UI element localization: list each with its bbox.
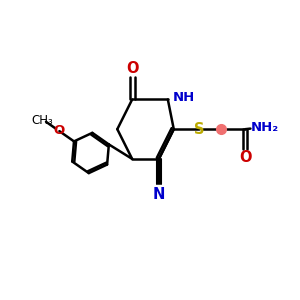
Text: O: O [53,124,64,137]
Text: S: S [194,122,204,137]
Text: NH: NH [173,92,195,104]
Text: O: O [126,61,138,76]
Text: N: N [153,187,165,202]
Text: CH₃: CH₃ [32,114,53,128]
Text: NH₂: NH₂ [250,121,279,134]
Text: O: O [239,150,251,165]
